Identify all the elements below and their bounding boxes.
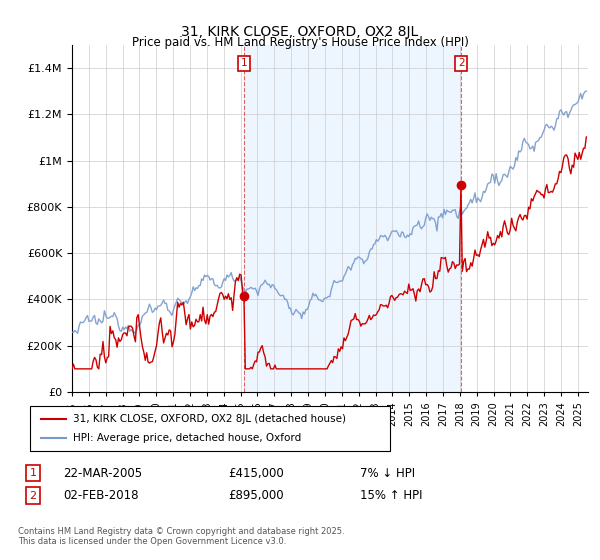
Bar (244, 45, 461, 392)
Text: 1: 1 (29, 468, 37, 478)
Text: 02-FEB-2018: 02-FEB-2018 (63, 489, 139, 502)
Text: £895,000: £895,000 (228, 489, 284, 502)
Text: Contains HM Land Registry data © Crown copyright and database right 2025.
This d: Contains HM Land Registry data © Crown c… (18, 526, 344, 546)
Text: £415,000: £415,000 (228, 466, 284, 480)
Text: Price paid vs. HM Land Registry's House Price Index (HPI): Price paid vs. HM Land Registry's House … (131, 36, 469, 49)
Text: 22-MAR-2005: 22-MAR-2005 (63, 466, 142, 480)
FancyBboxPatch shape (30, 406, 390, 451)
Text: 1: 1 (241, 58, 248, 68)
Text: 2: 2 (458, 58, 464, 68)
Text: HPI: Average price, detached house, Oxford: HPI: Average price, detached house, Oxfo… (73, 433, 301, 444)
Text: 2: 2 (29, 491, 37, 501)
Text: 7% ↓ HPI: 7% ↓ HPI (360, 466, 415, 480)
Text: 15% ↑ HPI: 15% ↑ HPI (360, 489, 422, 502)
Text: 31, KIRK CLOSE, OXFORD, OX2 8JL: 31, KIRK CLOSE, OXFORD, OX2 8JL (181, 25, 419, 39)
Text: 31, KIRK CLOSE, OXFORD, OX2 8JL (detached house): 31, KIRK CLOSE, OXFORD, OX2 8JL (detache… (73, 413, 346, 423)
